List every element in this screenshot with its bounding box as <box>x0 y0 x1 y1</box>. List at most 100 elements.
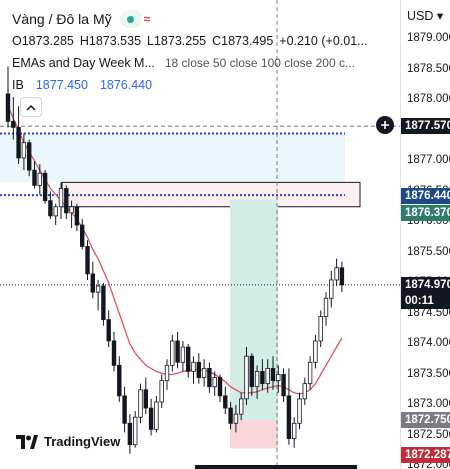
plus-icon <box>381 121 389 129</box>
tradingview-logo-icon <box>16 434 38 449</box>
chevron-up-icon <box>26 104 36 111</box>
market-status-icon <box>119 10 142 28</box>
candle-bull <box>291 422 297 439</box>
candle-bull <box>323 297 329 317</box>
crosshair-price-tag[interactable]: 1877.570 <box>401 118 450 135</box>
symbol-row: Vàng / Đô la Mỹ ≈ <box>12 8 374 30</box>
legend-collapse-row <box>12 96 374 118</box>
candle-bull <box>265 367 270 385</box>
candle-bear <box>5 93 11 122</box>
ema-indicator-row[interactable]: EMAs and Day Week M... 18 close 50 close… <box>12 52 374 74</box>
candle-bear <box>74 206 80 226</box>
currency-selector[interactable]: USD ▾ <box>407 8 443 23</box>
candle-bull <box>154 401 159 430</box>
candle-bear <box>223 395 228 409</box>
price-chart[interactable] <box>0 0 400 469</box>
candle-bull <box>95 285 101 293</box>
position-stop-tag[interactable]: 1872.287 <box>401 447 450 464</box>
candle-bull <box>238 398 244 415</box>
candle-bear <box>111 340 117 366</box>
candle-bull <box>37 172 42 186</box>
candle-bear <box>117 364 122 397</box>
axis-tick-label: 1874.500 <box>407 306 450 319</box>
candle-bear <box>175 340 180 363</box>
range-box <box>61 181 361 208</box>
candle-bull <box>233 413 239 424</box>
candle-bear <box>90 273 95 293</box>
axis-tick-label: 1872.500 <box>407 428 450 441</box>
axis-tick-label: 1877.000 <box>407 154 450 166</box>
position-entry-tag[interactable]: 1872.750 <box>401 412 450 429</box>
candle-bull <box>164 364 170 382</box>
symbol-name[interactable]: Vàng / Đô la Mỹ <box>12 11 112 27</box>
candle-bull <box>201 367 207 378</box>
candle-bear <box>127 422 133 446</box>
candle-bear <box>281 374 286 397</box>
candle-bull <box>276 374 281 381</box>
candle-bull <box>244 355 249 400</box>
axis-tick-label: 1879.000 <box>407 32 450 44</box>
candle-bull <box>329 279 334 299</box>
add-alert-button[interactable] <box>376 116 394 134</box>
candle-bear <box>260 371 265 385</box>
ohlc-change: +0.210 (+0.01... <box>279 34 368 48</box>
ohlc-open: O1873.285 <box>12 34 74 48</box>
ib-value-2: 1876.440 <box>99 78 153 92</box>
ohlc-close: C1873.495 <box>212 34 274 48</box>
candle-bull <box>297 398 302 424</box>
countdown-tag[interactable]: 00:11 <box>401 292 450 309</box>
candle-bear <box>32 169 37 186</box>
candle-bull <box>138 389 143 418</box>
candle-bear <box>101 285 106 320</box>
time-range-highlight <box>195 465 357 469</box>
ib-indicator-name[interactable]: IB <box>12 78 24 92</box>
ib-indicator-row[interactable]: IB 1877.450 1876.440 <box>12 74 374 96</box>
candle-bear <box>339 267 345 286</box>
candle-bull <box>313 340 318 363</box>
chart-area[interactable]: Vàng / Đô la Mỹ ≈ O1873.285 H1873.535 L1… <box>0 0 400 469</box>
candle-bull <box>53 206 58 217</box>
candle-bear <box>270 367 276 381</box>
candle-bull <box>307 361 313 385</box>
candle-bear <box>249 355 254 388</box>
axis-tick-label: 1872.000 <box>407 459 450 469</box>
ib-value-1: 1877.450 <box>35 78 88 92</box>
candle-bull <box>334 267 339 281</box>
price-axis[interactable]: USD ▾ 1879.0001878.5001878.0001877.50018… <box>400 0 450 469</box>
wave-icon: ≈ <box>143 12 151 26</box>
ib-low-tag[interactable]: 1876.370 <box>401 205 450 222</box>
ohlc-low: L1873.255 <box>147 34 207 48</box>
ib-high-tag[interactable]: 1876.440 <box>401 188 450 205</box>
chevron-down-icon: ▾ <box>436 9 444 23</box>
last-price-tag[interactable]: 1874.970 <box>401 276 450 293</box>
candle-bull <box>132 416 138 446</box>
candle-bear <box>42 172 48 202</box>
collapse-legend-button[interactable] <box>20 97 42 117</box>
ohlc-row: O1873.285 H1873.535 L1873.255 C1873.495 … <box>12 30 374 52</box>
candle-bear <box>11 120 16 128</box>
candle-bear <box>122 395 127 424</box>
candle-bull <box>170 340 175 366</box>
candle-bull <box>180 346 186 363</box>
candle-bull <box>58 188 64 208</box>
candle-bear <box>85 245 90 275</box>
candle-bear <box>106 319 111 342</box>
currency-label: USD <box>407 9 434 23</box>
tradingview-logo[interactable]: TradingView <box>16 434 120 449</box>
candle-bear <box>16 127 21 159</box>
candle-bull <box>69 206 74 214</box>
axis-tick-label: 1878.000 <box>407 93 450 105</box>
ema-line <box>7 105 343 395</box>
axis-tick-label: 1875.500 <box>407 245 450 258</box>
candle-bull <box>254 371 260 388</box>
ema-indicator-name[interactable]: EMAs and Day Week M... <box>12 56 155 70</box>
candle-bear <box>64 188 69 214</box>
axis-tick-label: 1873.000 <box>407 398 450 410</box>
candle-bear <box>196 361 201 378</box>
candle-bull <box>318 316 323 342</box>
axis-tick-label: 1873.500 <box>407 367 450 380</box>
candle-bull <box>302 383 307 400</box>
axis-tick-label: 1878.500 <box>407 62 450 75</box>
candle-bear <box>185 346 191 372</box>
candle-bear <box>80 224 85 247</box>
